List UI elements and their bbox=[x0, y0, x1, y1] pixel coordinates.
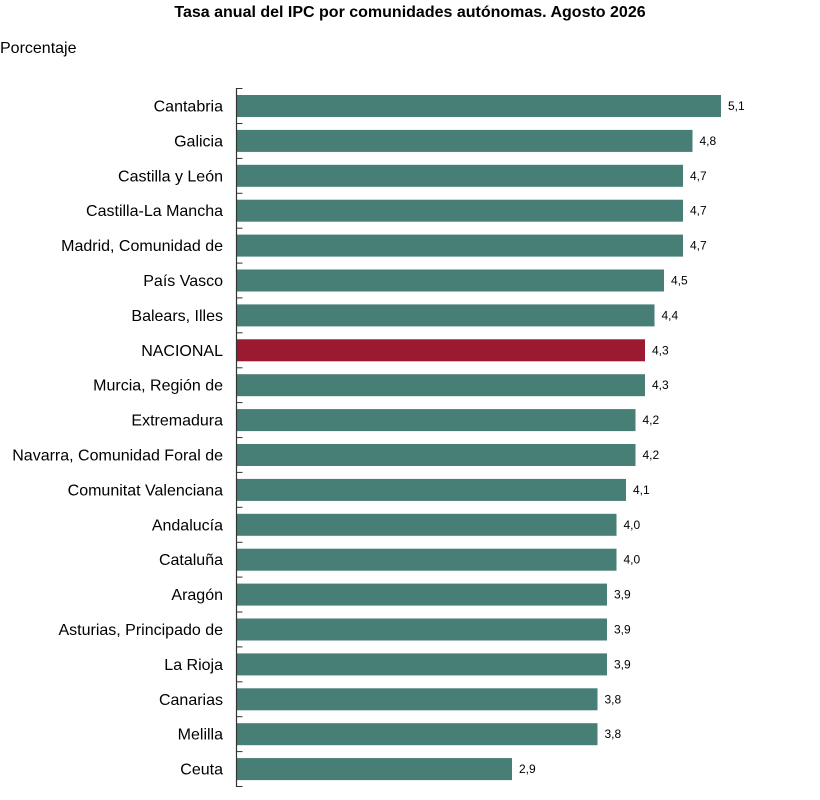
bar bbox=[236, 513, 617, 536]
bar bbox=[236, 444, 636, 466]
category-label: Melilla bbox=[178, 727, 223, 744]
bar bbox=[236, 129, 693, 152]
value-label: 3,8 bbox=[605, 727, 622, 741]
bar bbox=[236, 758, 512, 781]
value-label: 5,1 bbox=[728, 99, 745, 113]
bar-nacional bbox=[236, 339, 645, 362]
labels-layer: Cantabria 5,1 Galicia 4,8 Castilla y León 4,7… bbox=[12, 99, 745, 779]
value-label: 3,8 bbox=[605, 692, 622, 706]
value-label: 4,5 bbox=[671, 274, 688, 288]
bar bbox=[236, 409, 636, 432]
category-label: La Rioja bbox=[164, 657, 223, 674]
value-label: 3,9 bbox=[614, 657, 631, 671]
category-label: Cataluña bbox=[159, 552, 223, 569]
bar bbox=[236, 374, 645, 397]
category-label: Castilla-La Mancha bbox=[86, 203, 223, 220]
bar bbox=[236, 688, 598, 711]
bar bbox=[236, 95, 721, 117]
category-label: Murcia, Región de bbox=[93, 378, 223, 395]
category-label: Andalucía bbox=[152, 517, 223, 534]
category-label: País Vasco bbox=[143, 273, 223, 290]
category-label: NACIONAL bbox=[141, 343, 223, 360]
category-label: Aragón bbox=[171, 587, 223, 604]
bar bbox=[236, 723, 598, 746]
category-label: Madrid, Comunidad de bbox=[61, 238, 223, 255]
value-label: 4,0 bbox=[624, 553, 641, 567]
category-label: Comunitat Valenciana bbox=[68, 482, 223, 499]
value-label: 4,2 bbox=[643, 448, 660, 462]
value-label: 4,3 bbox=[652, 343, 669, 357]
bars-layer bbox=[236, 95, 721, 781]
bar bbox=[236, 653, 607, 676]
bar bbox=[236, 199, 683, 222]
category-label: Navarra, Comunidad Foral de bbox=[12, 448, 223, 465]
category-label: Ceuta bbox=[180, 762, 223, 779]
y-axis-label: Porcentaje bbox=[0, 40, 77, 57]
category-label: Balears, Illes bbox=[131, 308, 223, 325]
value-label: 4,0 bbox=[624, 518, 641, 532]
bar bbox=[236, 164, 683, 187]
bar bbox=[236, 618, 607, 641]
category-label: Cantabria bbox=[154, 99, 223, 116]
bar bbox=[236, 269, 664, 292]
value-label: 4,7 bbox=[690, 239, 707, 253]
bar bbox=[236, 304, 655, 327]
value-label: 4,7 bbox=[690, 204, 707, 218]
value-label: 4,1 bbox=[633, 483, 650, 497]
category-label: Extremadura bbox=[131, 413, 223, 430]
value-label: 4,3 bbox=[652, 378, 669, 392]
value-label: 2,9 bbox=[519, 762, 536, 776]
y-axis bbox=[235, 88, 243, 787]
bar bbox=[236, 234, 683, 257]
value-label: 3,9 bbox=[614, 623, 631, 637]
chart-title: Tasa anual del IPC por comunidades autón… bbox=[174, 4, 646, 21]
bar bbox=[236, 548, 617, 571]
category-label: Galicia bbox=[174, 133, 223, 150]
value-label: 4,8 bbox=[700, 134, 717, 148]
category-label: Castilla y León bbox=[118, 168, 223, 185]
bar bbox=[236, 478, 626, 501]
value-label: 4,2 bbox=[643, 413, 660, 427]
value-label: 4,7 bbox=[690, 169, 707, 183]
category-label: Asturias, Principado de bbox=[58, 622, 223, 639]
value-label: 3,9 bbox=[614, 588, 631, 602]
category-label: Canarias bbox=[159, 692, 223, 709]
value-label: 4,4 bbox=[662, 308, 679, 322]
bar bbox=[236, 583, 607, 606]
